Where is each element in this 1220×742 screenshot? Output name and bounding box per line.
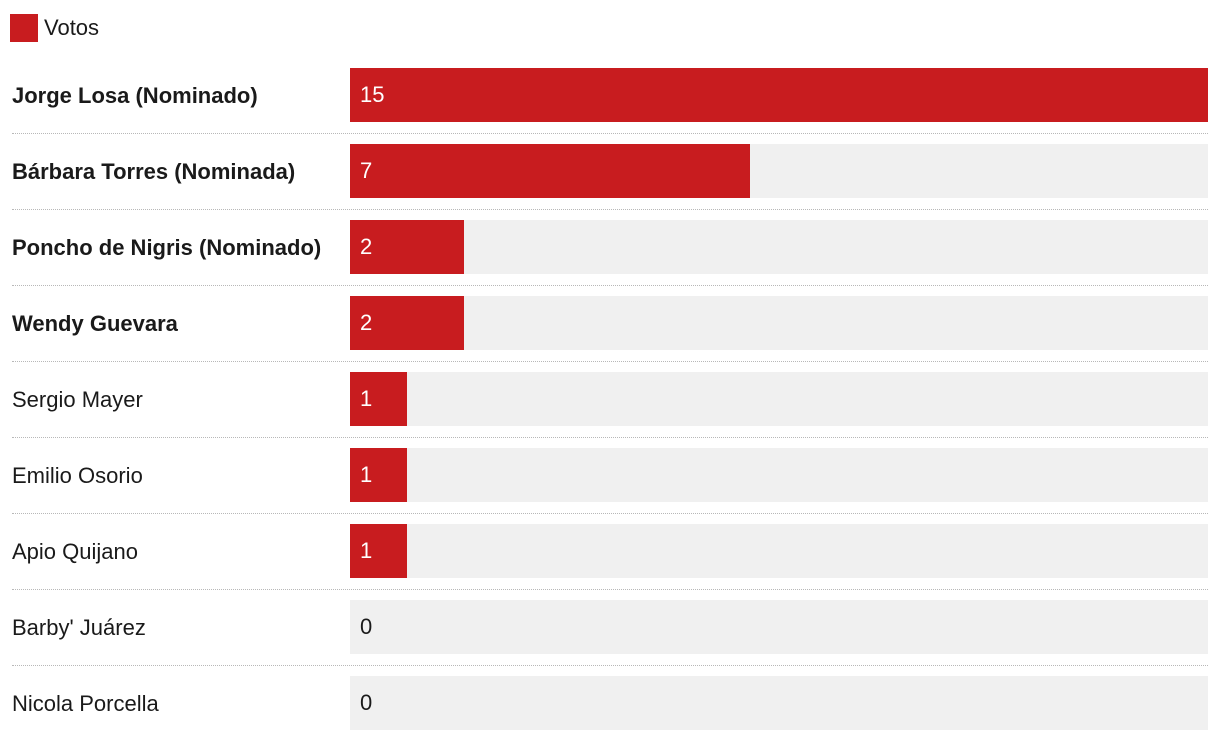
bar-value-label: 0 (360, 614, 373, 639)
bar-value-label: 15 (360, 82, 385, 107)
bar-track: 0 (350, 676, 1208, 730)
bar-track: 7 (350, 144, 1208, 198)
table-row: Apio Quijano 1 (12, 514, 1208, 590)
category-label: Apio Quijano (12, 539, 138, 564)
table-row: Wendy Guevara 2 (12, 286, 1208, 362)
bar-track: 1 (350, 372, 1208, 426)
category-label: Barby' Juárez (12, 615, 146, 640)
table-row: Emilio Osorio 1 (12, 438, 1208, 514)
category-label: Wendy Guevara (12, 311, 178, 336)
legend: Votos (10, 14, 99, 42)
bar (350, 372, 407, 426)
bar (350, 220, 464, 274)
bar-track: 15 (350, 68, 1208, 122)
bar-track: 2 (350, 220, 1208, 274)
legend-label-votos: Votos (44, 15, 100, 40)
bar (350, 448, 407, 502)
table-row: Jorge Losa (Nominado) 15 (12, 58, 1208, 134)
bar-value-label: 1 (360, 462, 373, 487)
table-row: Barby' Juárez 0 (12, 590, 1208, 666)
category-label: Nicola Porcella (12, 691, 159, 716)
category-label: Poncho de Nigris (Nominado) (12, 235, 322, 260)
bar-track: 1 (350, 448, 1208, 502)
bar (350, 144, 750, 198)
bar-value-label: 7 (360, 158, 373, 183)
table-row: Bárbara Torres (Nominada) 7 (12, 134, 1208, 210)
legend-swatch-votos (10, 14, 38, 42)
table-row: Sergio Mayer 1 (12, 362, 1208, 438)
bar-value-label: 1 (360, 538, 373, 563)
category-label: Bárbara Torres (Nominada) (12, 159, 296, 184)
bar-value-label: 1 (360, 386, 373, 411)
bar-value-label: 2 (360, 310, 373, 335)
bar-track: 0 (350, 600, 1208, 654)
bar-value-label: 0 (360, 690, 373, 715)
bar (350, 68, 1208, 122)
bar-value-label: 2 (360, 234, 373, 259)
category-label: Jorge Losa (Nominado) (12, 83, 258, 108)
table-row: Poncho de Nigris (Nominado) 2 (12, 210, 1208, 286)
table-row: Nicola Porcella 0 (12, 666, 1208, 742)
bar-chart: Jorge Losa (Nominado) 15 Bárbara Torres (N… (12, 58, 1208, 742)
bar (350, 296, 464, 350)
bar-track: 2 (350, 296, 1208, 350)
bar-track: 1 (350, 524, 1208, 578)
category-label: Emilio Osorio (12, 463, 143, 488)
bar (350, 524, 407, 578)
category-label: Sergio Mayer (12, 387, 143, 412)
